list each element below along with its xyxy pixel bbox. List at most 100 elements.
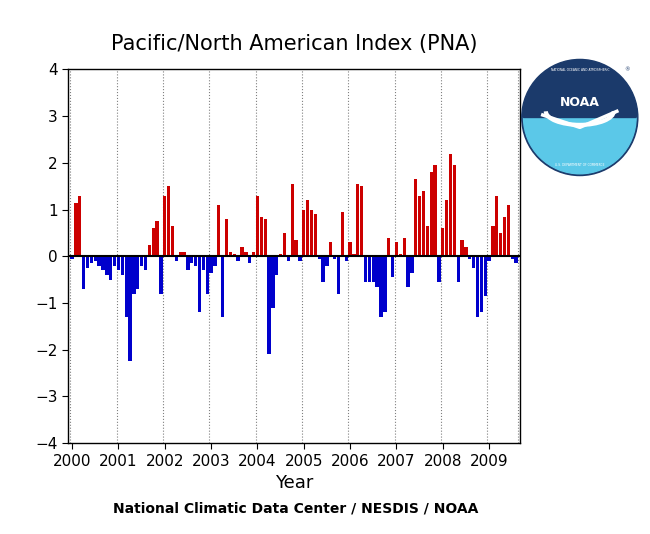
Bar: [422, 191, 425, 256]
Bar: [259, 217, 263, 256]
Bar: [109, 256, 112, 280]
Bar: [391, 256, 394, 277]
Bar: [105, 256, 109, 275]
Bar: [117, 256, 120, 270]
Bar: [387, 238, 391, 256]
Text: NOAA: NOAA: [560, 96, 600, 109]
Bar: [445, 200, 448, 256]
Bar: [329, 242, 332, 256]
Bar: [348, 242, 352, 256]
Bar: [267, 256, 270, 355]
Bar: [384, 256, 387, 312]
Bar: [263, 219, 266, 256]
Bar: [294, 240, 298, 256]
Bar: [240, 247, 244, 256]
Bar: [344, 256, 348, 261]
Bar: [179, 252, 182, 256]
Bar: [221, 256, 224, 317]
Bar: [314, 214, 317, 256]
Bar: [291, 184, 294, 256]
Bar: [248, 256, 252, 263]
Bar: [434, 165, 437, 256]
Bar: [187, 256, 190, 270]
Bar: [271, 256, 274, 308]
Bar: [159, 256, 162, 294]
Bar: [352, 254, 356, 256]
Bar: [78, 195, 81, 256]
Bar: [136, 256, 139, 289]
Bar: [376, 256, 379, 287]
Bar: [198, 256, 201, 312]
Bar: [318, 256, 321, 258]
Bar: [144, 256, 147, 270]
Bar: [472, 256, 475, 268]
Bar: [464, 247, 467, 256]
Bar: [499, 233, 502, 256]
Bar: [310, 210, 313, 256]
Bar: [337, 256, 340, 294]
Bar: [205, 256, 209, 294]
Bar: [202, 256, 205, 270]
Bar: [480, 256, 483, 312]
Bar: [113, 256, 116, 266]
Bar: [468, 256, 471, 258]
Bar: [148, 245, 151, 256]
Text: National Climatic Data Center / NESDIS / NOAA: National Climatic Data Center / NESDIS /…: [113, 501, 478, 515]
Bar: [101, 256, 105, 270]
Bar: [449, 154, 452, 256]
Bar: [213, 256, 216, 266]
Bar: [183, 252, 186, 256]
Bar: [402, 238, 406, 256]
Text: ®: ®: [625, 67, 630, 73]
Bar: [171, 226, 174, 256]
Wedge shape: [523, 61, 636, 117]
Bar: [511, 256, 514, 258]
Bar: [495, 195, 499, 256]
Bar: [380, 256, 383, 317]
Bar: [306, 200, 309, 256]
Bar: [70, 256, 73, 258]
Bar: [252, 252, 255, 256]
Bar: [410, 256, 413, 273]
Bar: [233, 254, 236, 256]
Bar: [283, 233, 286, 256]
Bar: [121, 256, 124, 275]
Bar: [302, 210, 305, 256]
Bar: [275, 256, 278, 275]
Bar: [441, 229, 445, 256]
Bar: [430, 172, 433, 256]
Bar: [86, 256, 89, 268]
Bar: [406, 256, 410, 287]
Bar: [194, 256, 198, 266]
Bar: [125, 256, 128, 317]
Bar: [225, 219, 228, 256]
Bar: [244, 252, 248, 256]
Bar: [372, 256, 375, 282]
Bar: [325, 256, 329, 266]
Bar: [507, 205, 510, 256]
Bar: [82, 256, 85, 289]
Bar: [515, 256, 518, 263]
Bar: [279, 254, 282, 256]
Circle shape: [522, 59, 638, 176]
Bar: [491, 226, 495, 256]
Bar: [129, 256, 132, 362]
Bar: [237, 256, 240, 261]
Bar: [155, 221, 159, 256]
Bar: [341, 212, 344, 256]
Bar: [356, 184, 359, 256]
Bar: [98, 256, 101, 266]
Bar: [460, 240, 463, 256]
Text: U.S. DEPARTMENT OF COMMERCE: U.S. DEPARTMENT OF COMMERCE: [555, 163, 605, 167]
Bar: [488, 256, 491, 261]
Bar: [94, 256, 97, 261]
Bar: [364, 256, 367, 282]
Bar: [398, 254, 402, 256]
Bar: [229, 252, 232, 256]
Bar: [140, 256, 143, 266]
Bar: [368, 256, 371, 282]
Bar: [287, 256, 290, 261]
X-axis label: Year: Year: [275, 474, 313, 492]
Bar: [484, 256, 487, 296]
Bar: [414, 179, 417, 256]
